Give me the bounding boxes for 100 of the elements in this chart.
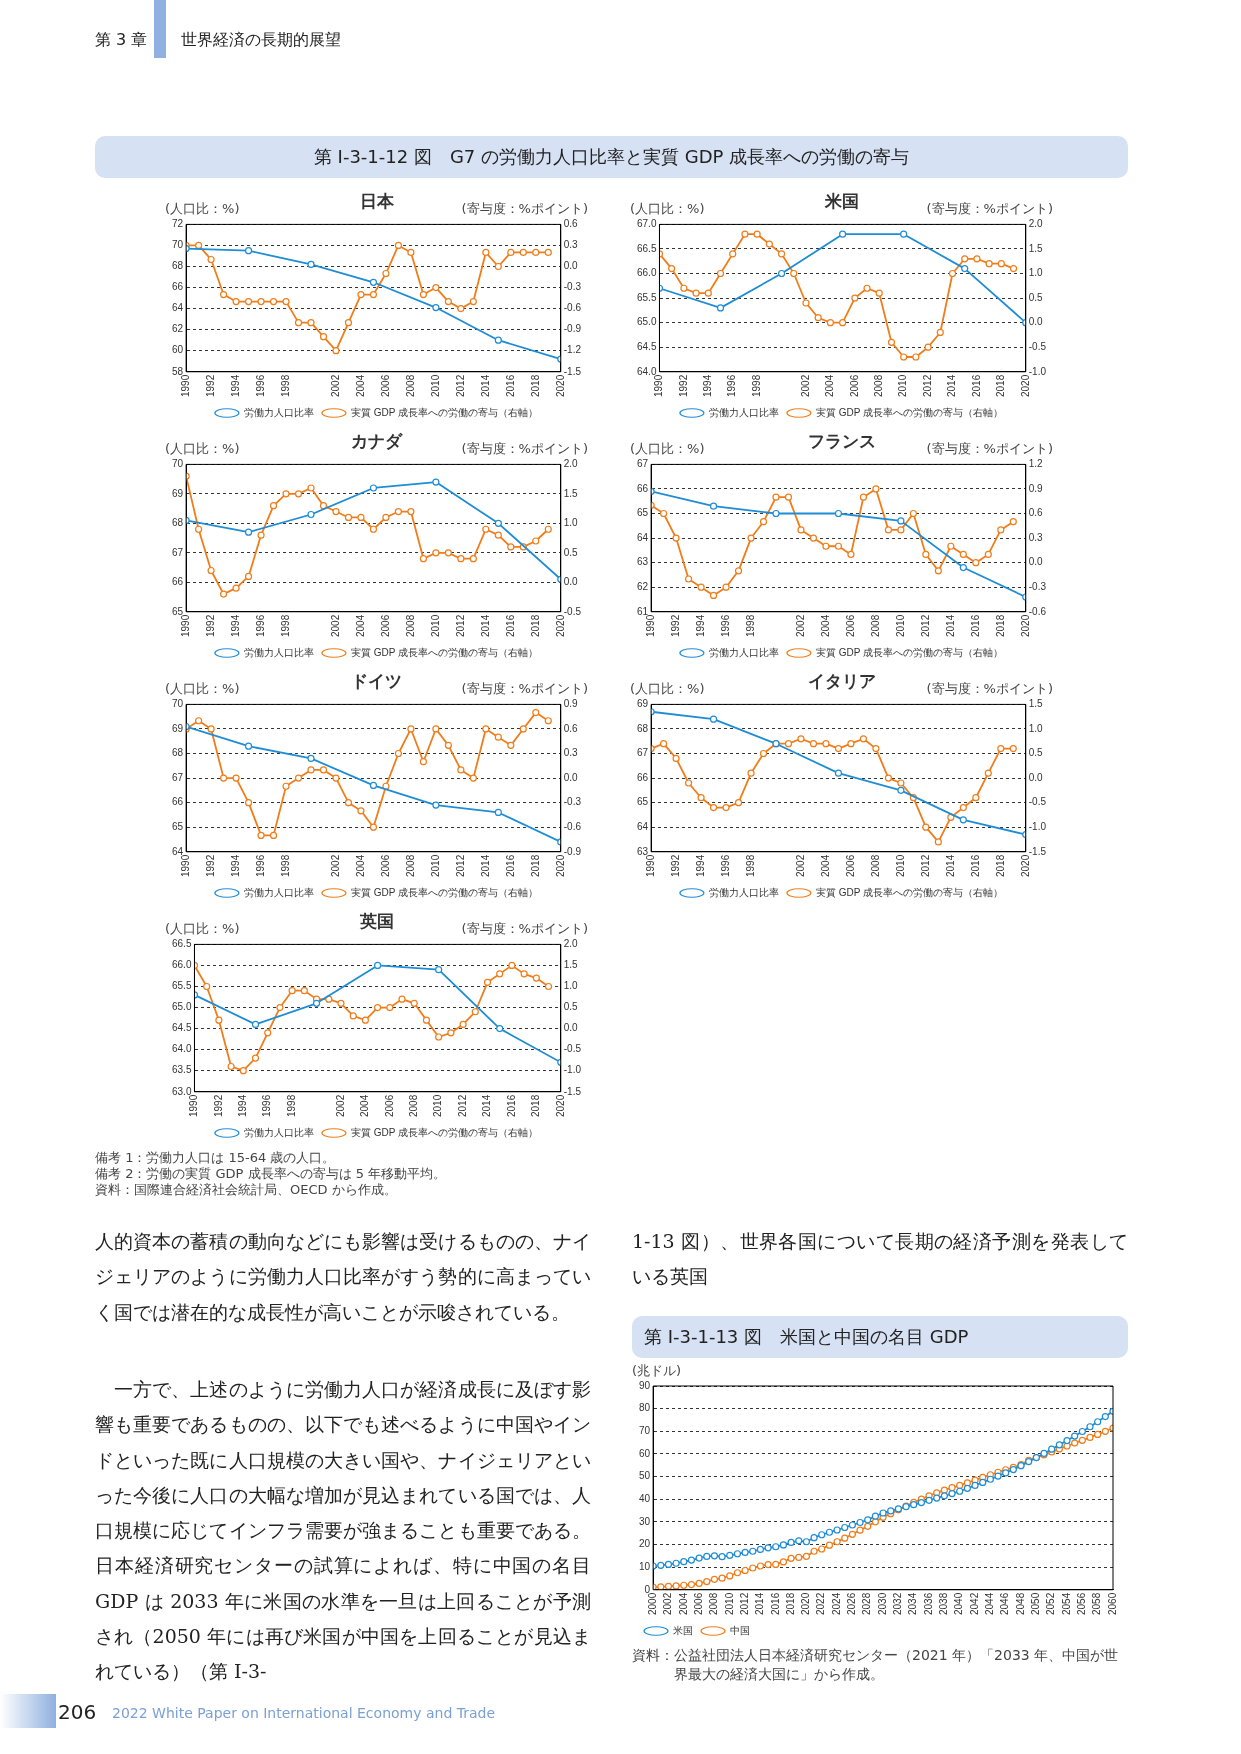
x-tick-label: 2010 — [894, 854, 906, 877]
chart-title: 米国 — [823, 191, 859, 211]
x-tick-label: 2060 — [1106, 1592, 1118, 1615]
x-tick-label: 2006 — [383, 1094, 395, 1117]
y2-tick-label: 0.5 — [1028, 291, 1044, 303]
x-tick-label: 2042 — [968, 1592, 980, 1615]
text: 206 — [58, 1700, 97, 1724]
y2-tick-label: 2.0 — [563, 458, 579, 470]
x-tick-label: 1992 — [212, 1094, 224, 1117]
x-tick-label: 2020 — [800, 1592, 812, 1615]
x-tick-label: 2022 — [815, 1592, 827, 1615]
y2-tick-label: -1.5 — [563, 365, 582, 377]
y2-axis-title: (寄与度：%ポイント) — [461, 441, 588, 457]
x-tick-label: 2012 — [738, 1592, 750, 1615]
y-tick-label: 65.0 — [636, 316, 657, 328]
x-tick-label: 1996 — [726, 374, 738, 397]
text: 資料：公益社団法人日本経済研究センター（2021 年）「2033 年、中国が世界最大の経済大国に」から作成。 — [632, 1646, 1120, 1684]
y2-tick-label: 1.0 — [1028, 722, 1044, 734]
y2-tick-label: 1.5 — [563, 959, 579, 971]
text: 備考 2：労働の実質 GDP 成長率への寄与は 5 年移動平均。 — [95, 1166, 447, 1182]
x-tick-label: 1998 — [744, 854, 756, 877]
y-tick-label: 65 — [637, 796, 649, 808]
y-tick-label: 64.5 — [636, 340, 657, 352]
y2-tick-label: 0.5 — [563, 1001, 579, 1013]
text: 第 I-3-1-12 図 G7 の労働力人口比率と実質 GDP 成長率への労働の寄与 — [95, 136, 1128, 178]
chart-title: ドイツ — [351, 671, 402, 691]
y-tick-label: 60 — [639, 1447, 651, 1459]
legend-label: 中国 — [730, 1624, 750, 1636]
x-tick-label: 2020 — [554, 854, 566, 877]
x-tick-label: 2002 — [662, 1592, 674, 1615]
y2-tick-label: -1.0 — [1028, 365, 1047, 377]
y-tick-label: 66 — [172, 576, 184, 588]
x-tick-label: 2016 — [504, 854, 516, 877]
x-tick-label: 2040 — [953, 1592, 965, 1615]
y2-tick-label: -0.6 — [563, 302, 582, 314]
x-tick-label: 2006 — [844, 614, 856, 637]
x-tick-label: 1998 — [279, 614, 291, 637]
y-tick-label: 63.0 — [171, 1085, 192, 1097]
y2-tick-label: 0.0 — [563, 260, 579, 272]
x-tick-label: 2018 — [529, 854, 541, 877]
y2-axis-title: (寄与度：%ポイント) — [461, 201, 588, 217]
legend-label: 労働力人口比率 — [243, 886, 314, 898]
y-tick-label: 63 — [637, 845, 649, 857]
text: 備考 1：労働力人口は 15-64 歳の人口。 — [95, 1150, 337, 1166]
text: 一方で、上述のように労働力人口が経済成長に及ぼす影響も重要であるものの、以下でも述べるように中国やインドといった既に人口規模の大きい国や、ナイジェリアといった今後に人口の大幅な増加が見込まれている国では、人口規模に応じてインフラ需要が強まることも重要である。日本経済研究センターの試算によれば、特に中国の名目 GDP は 2033 年に米国の水準を一旦は上回ることが予測され（2050 年には再び米国が中国を上回ることが見込まれている）（第 I-3- — [95, 1378, 591, 1683]
y2-tick-label: -0.3 — [1028, 580, 1047, 592]
x-tick-label: 2014 — [481, 1094, 493, 1117]
text: 世界経済の長期的展望 — [181, 30, 341, 51]
x-tick-label: 2020 — [1019, 854, 1031, 877]
x-tick-label: 2054 — [1060, 1592, 1072, 1615]
y2-tick-label: 0.6 — [563, 218, 579, 230]
y2-axis-title: (寄与度：%ポイント) — [926, 441, 1053, 457]
x-tick-label: 1990 — [179, 614, 191, 637]
chart-title: イタリア — [807, 671, 876, 691]
x-tick-label: 2018 — [994, 614, 1006, 637]
legend-label: 労働力人口比率 — [243, 1126, 314, 1138]
x-tick-label: 2004 — [677, 1592, 689, 1615]
x-tick-label: 2012 — [454, 854, 466, 877]
y-tick-label: 64.0 — [636, 365, 657, 377]
x-tick-label: 2010 — [429, 614, 441, 637]
y-tick-label: 70 — [172, 458, 184, 470]
legend-label: 実質 GDP 成長率への労働の寄与（右軸） — [350, 886, 538, 898]
x-tick-label: 2008 — [869, 854, 881, 877]
text: 1-13 図）、世界各国について長期の経済予測を発表している英国 — [632, 1229, 1128, 1290]
y-tick-label: 20 — [639, 1538, 651, 1550]
y-tick-label: 80 — [639, 1402, 651, 1414]
x-tick-label: 2048 — [1014, 1592, 1026, 1615]
y2-tick-label: -0.5 — [563, 605, 582, 617]
x-tick-label: 2046 — [999, 1592, 1011, 1615]
y-tick-label: 64.5 — [171, 1022, 192, 1034]
y2-tick-label: 0.0 — [563, 576, 579, 588]
legend-label: 実質 GDP 成長率への労働の寄与（右軸） — [815, 886, 1003, 898]
legend-label: 実質 GDP 成長率への労働の寄与（右軸） — [350, 646, 538, 658]
y-tick-label: 66 — [637, 771, 649, 783]
y2-tick-label: -1.0 — [1028, 820, 1047, 832]
y-tick-label: 65.5 — [171, 980, 192, 992]
y-tick-label: 65 — [637, 507, 649, 519]
y2-tick-label: -0.6 — [1028, 605, 1047, 617]
y-tick-label: 66 — [172, 281, 184, 293]
y2-tick-label: -1.5 — [1028, 845, 1047, 857]
x-tick-label: 1994 — [229, 374, 241, 397]
legend-label: 米国 — [673, 1624, 693, 1636]
x-tick-label: 2012 — [919, 614, 931, 637]
x-tick-label: 2004 — [359, 1094, 371, 1117]
x-tick-label: 2002 — [329, 374, 341, 397]
x-tick-label: 2052 — [1045, 1592, 1057, 1615]
x-tick-label: 1996 — [254, 374, 266, 397]
chart-title: フランス — [807, 431, 876, 451]
y-tick-label: 50 — [639, 1470, 651, 1482]
x-tick-label: 1996 — [254, 854, 266, 877]
x-tick-label: 2044 — [984, 1592, 996, 1615]
x-tick-label: 2014 — [479, 374, 491, 397]
x-tick-label: 2058 — [1091, 1592, 1103, 1615]
y-tick-label: 30 — [639, 1515, 651, 1527]
y2-tick-label: 0.6 — [563, 722, 579, 734]
x-tick-label: 2020 — [1019, 614, 1031, 637]
y2-axis-title: (寄与度：%ポイント) — [926, 681, 1053, 697]
x-tick-label: 2014 — [946, 374, 958, 397]
y-axis-title: (人口比：%) — [165, 681, 240, 697]
chart-title: 日本 — [359, 191, 395, 211]
